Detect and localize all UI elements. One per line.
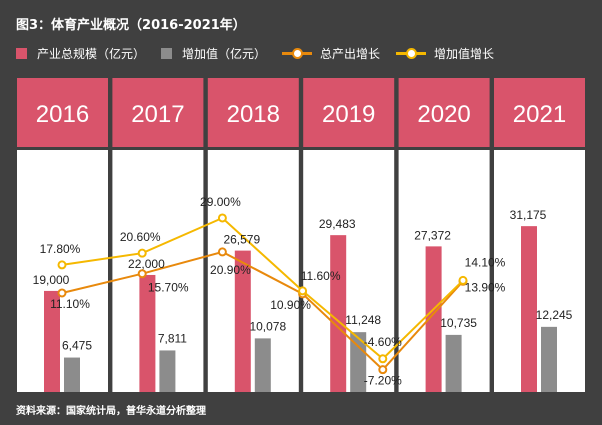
- bar-label-scale: 22,000: [128, 257, 165, 271]
- point-output-growth: [378, 365, 388, 375]
- panel-background: [112, 150, 204, 392]
- year-header: [494, 78, 585, 147]
- year-header: [398, 78, 490, 147]
- legend-label: 产业总规模（亿元）: [37, 46, 146, 61]
- label-output-growth: 15.70%: [148, 281, 189, 295]
- source-note: 资料来源：国家统计局，普华永道分析整理: [16, 406, 206, 417]
- chart-title: 图3：体育产业概况（2016-2021年）: [16, 18, 246, 33]
- bar-scale: [44, 290, 60, 392]
- year-header: [303, 78, 395, 147]
- bar-added-value: [254, 338, 271, 392]
- panel-background: [494, 150, 585, 392]
- panel-background: [17, 150, 108, 392]
- year-label: 2020: [417, 101, 470, 128]
- legend-label: 总产出增长: [320, 46, 381, 61]
- point-value-growth: [57, 260, 67, 270]
- year-header: [112, 78, 204, 147]
- bar-label-added-value: 11,248: [345, 313, 381, 327]
- label-output-growth: 11.10%: [50, 297, 90, 311]
- bar-added-value: [541, 326, 557, 392]
- bar-scale: [139, 274, 156, 392]
- line-output-growth: [61, 250, 464, 372]
- legend-line-yellow: [396, 47, 427, 59]
- bar-label-scale: 31,175: [510, 208, 547, 222]
- year-header: [207, 78, 299, 147]
- point-value-growth: [217, 213, 227, 223]
- bar-added-value: [445, 334, 462, 392]
- legend: 产业总规模（亿元） 增加值（亿元） 总产出增长 增加值增长: [16, 44, 592, 62]
- legend-swatch-pink: [16, 47, 27, 59]
- point-value-growth: [298, 286, 308, 296]
- label-value-growth: 17.80%: [40, 242, 81, 256]
- bar-label-added-value: 7,811: [158, 331, 187, 345]
- legend-label: 增加值（亿元）: [182, 46, 267, 61]
- bar-label-scale: 26,579: [223, 233, 260, 247]
- year-header: [17, 78, 108, 147]
- label-value-growth: 29.00%: [200, 195, 241, 209]
- bar-label-scale: 27,372: [414, 228, 451, 242]
- bar-scale: [425, 246, 442, 392]
- year-label: 2018: [227, 101, 280, 128]
- bar-label-added-value: 6,475: [62, 339, 92, 353]
- label-value-growth: 20.60%: [120, 230, 161, 244]
- legend-item-value-growth: 增加值增长: [396, 45, 494, 61]
- label-output-growth: 10.90%: [270, 298, 311, 312]
- point-value-growth: [137, 248, 147, 258]
- legend-label: 增加值增长: [434, 46, 495, 61]
- bar-added-value: [159, 350, 176, 392]
- legend-item-scale: 产业总规模（亿元）: [16, 45, 145, 61]
- label-value-growth: 14.10%: [465, 255, 506, 269]
- point-value-growth: [458, 275, 468, 285]
- bar-label-added-value: 12,245: [536, 308, 573, 322]
- legend-swatch-grey: [161, 47, 173, 59]
- point-output-growth: [137, 269, 147, 279]
- bar-label-added-value: 10,735: [440, 316, 477, 330]
- year-label: 2019: [322, 101, 375, 128]
- panel-background: [207, 150, 299, 392]
- bar-scale: [330, 235, 347, 392]
- label-output-growth: 20.90%: [210, 263, 251, 277]
- year-label: 2016: [36, 101, 89, 128]
- bar-scale: [521, 226, 537, 392]
- label-value-growth: 11.60%: [301, 269, 341, 283]
- bar-added-value: [350, 332, 367, 392]
- point-output-growth: [57, 288, 67, 298]
- year-label: 2017: [131, 101, 184, 128]
- year-label: 2021: [513, 101, 566, 128]
- legend-item-output-growth: 总产出增长: [282, 45, 380, 61]
- label-output-growth: 13.90%: [465, 280, 506, 294]
- panel-background: [303, 150, 395, 392]
- bar-scale: [234, 250, 251, 392]
- panel-background: [398, 150, 490, 392]
- label-value-growth: -4.60%: [364, 335, 402, 349]
- legend-item-added-value: 增加值（亿元）: [161, 45, 266, 61]
- label-output-growth: -7.20%: [364, 374, 402, 388]
- bar-label-scale: 19,000: [33, 273, 70, 287]
- bar-label-added-value: 10,078: [249, 319, 286, 333]
- point-output-growth: [217, 247, 227, 257]
- line-value-growth: [61, 216, 464, 361]
- legend-line-orange: [282, 47, 313, 59]
- bar-added-value: [64, 357, 80, 392]
- point-value-growth: [378, 354, 388, 364]
- bar-label-scale: 29,483: [319, 217, 356, 231]
